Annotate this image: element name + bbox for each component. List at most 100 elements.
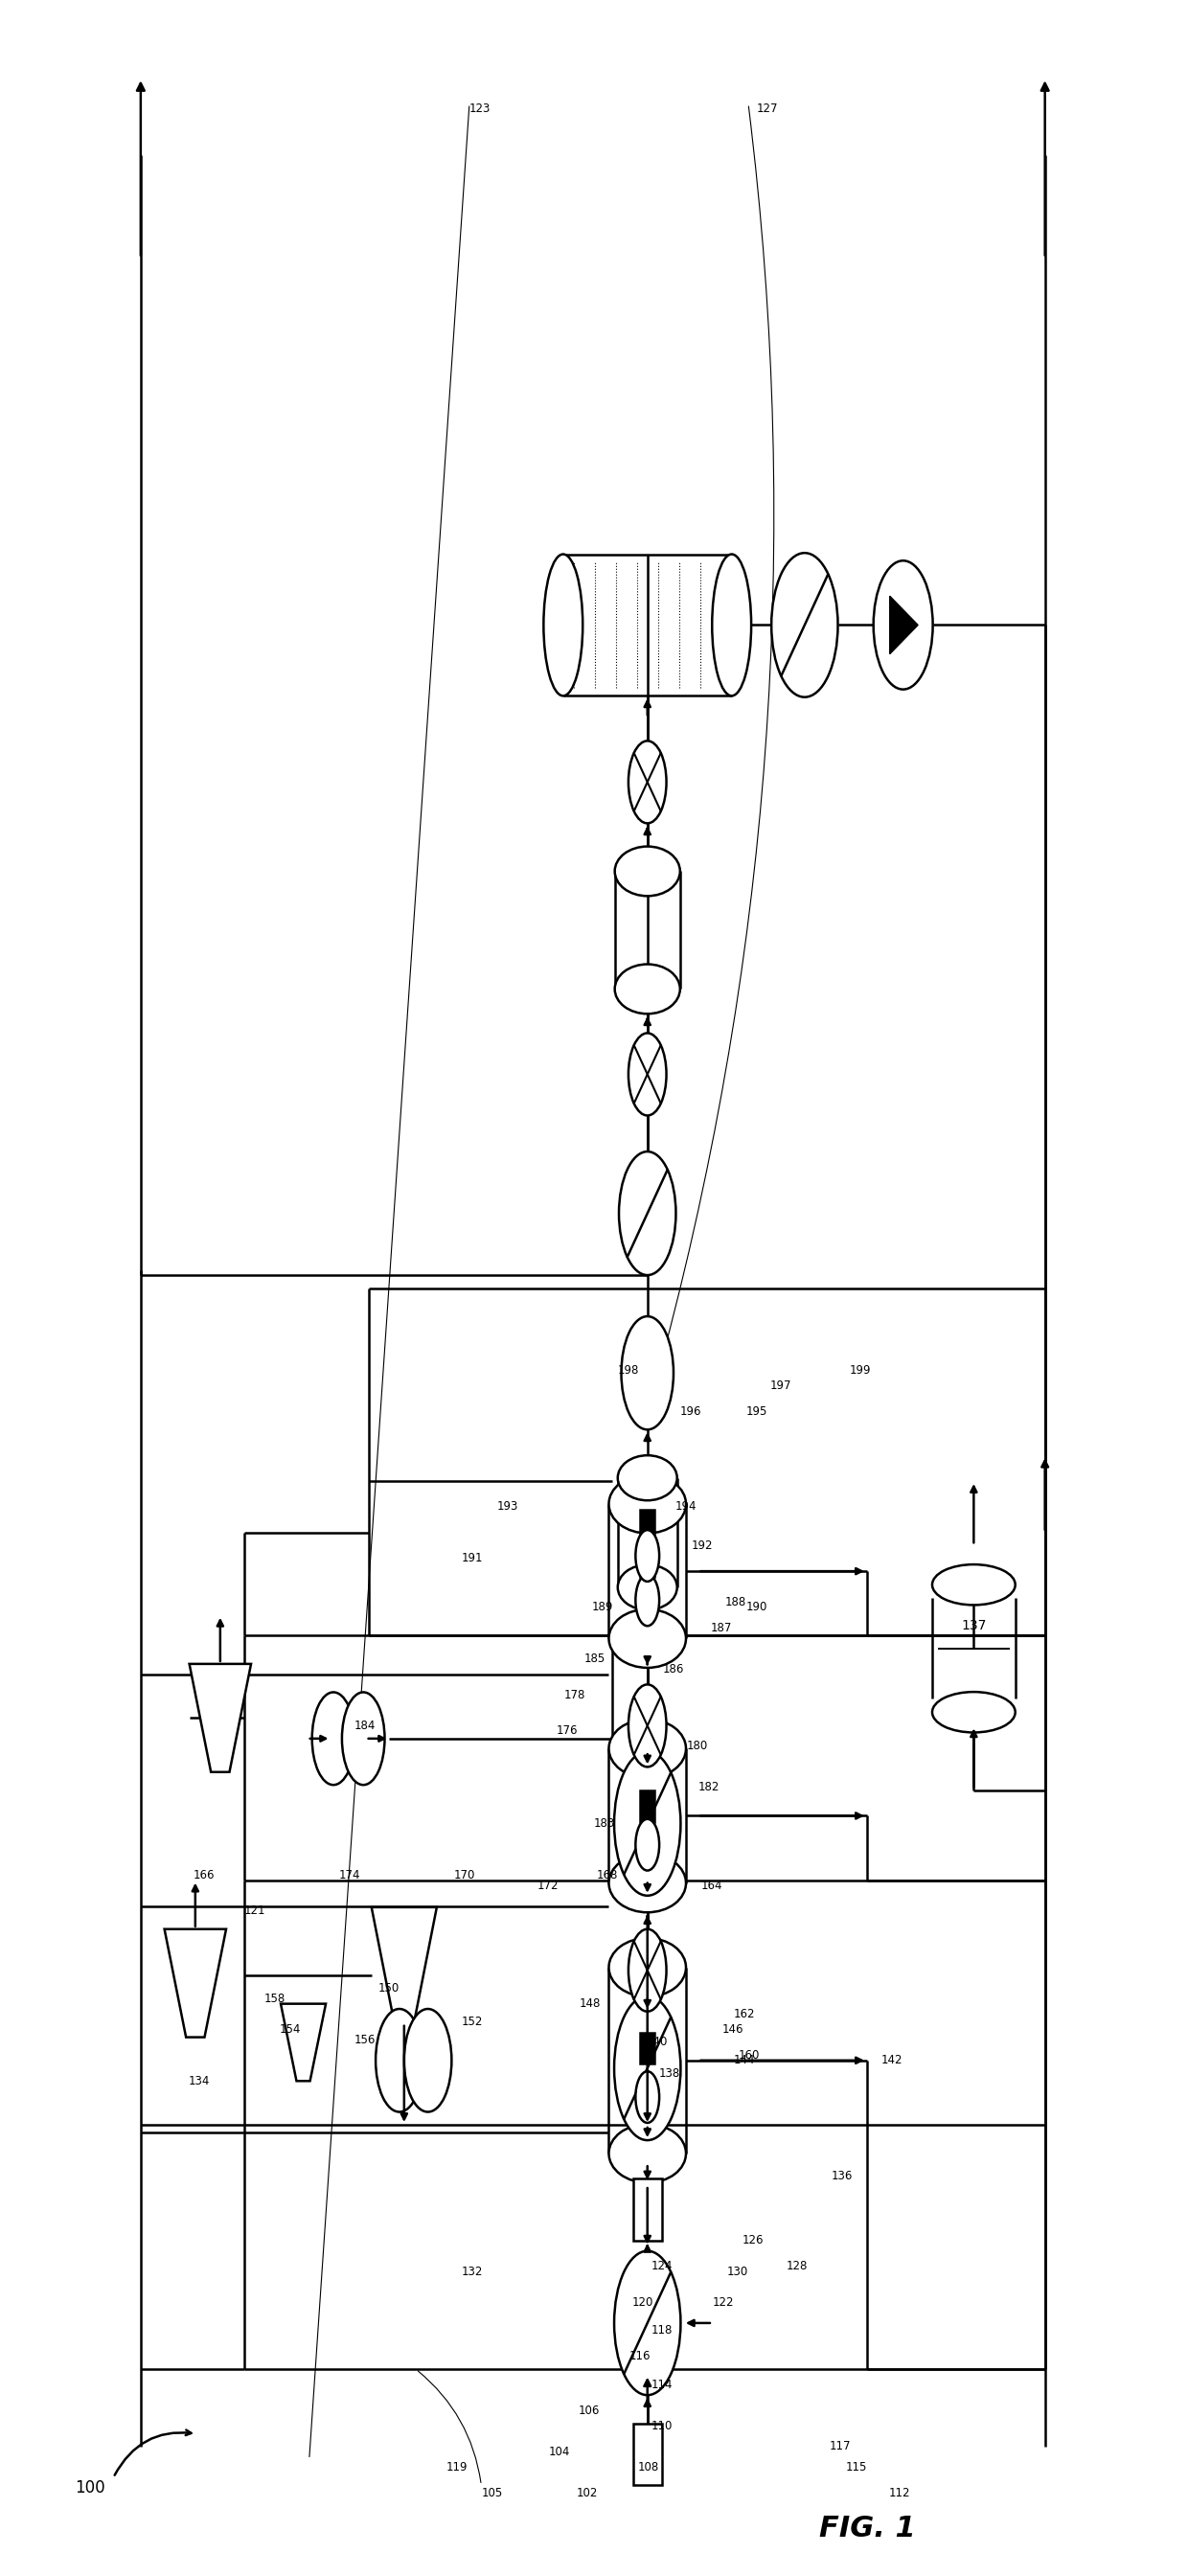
Ellipse shape [608, 1718, 685, 1777]
Ellipse shape [712, 554, 751, 696]
Ellipse shape [544, 554, 583, 696]
Text: 117: 117 [829, 2439, 851, 2452]
Bar [633, 2179, 662, 2241]
Ellipse shape [608, 1937, 685, 1996]
Circle shape [614, 1996, 681, 2141]
Circle shape [614, 2251, 681, 2396]
Text: 108: 108 [638, 2460, 659, 2473]
Text: 121: 121 [244, 1904, 265, 1917]
Ellipse shape [614, 848, 680, 896]
Text: 164: 164 [701, 1878, 722, 1891]
Circle shape [614, 1752, 681, 1896]
Text: 150: 150 [378, 1981, 399, 1994]
Text: 138: 138 [659, 2066, 681, 2079]
Text: 176: 176 [556, 1723, 577, 1736]
Text: 112: 112 [889, 2486, 910, 2499]
Ellipse shape [608, 2125, 685, 2182]
Text: 158: 158 [264, 1991, 285, 2004]
Text: 148: 148 [580, 1996, 601, 2009]
Text: 192: 192 [691, 1540, 713, 1551]
Text: 186: 186 [663, 1664, 684, 1674]
Text: 156: 156 [354, 2032, 375, 2045]
Polygon shape [372, 1906, 437, 2022]
Text: 178: 178 [564, 1690, 586, 1700]
Text: 185: 185 [584, 1654, 606, 1664]
Text: 144: 144 [734, 2053, 756, 2066]
Ellipse shape [608, 1855, 685, 1911]
Text: 182: 182 [699, 1780, 720, 1793]
Bar [640, 1546, 655, 1577]
Text: 191: 191 [461, 1553, 482, 1564]
Circle shape [342, 1692, 385, 1785]
Text: 193: 193 [497, 1502, 518, 1512]
Polygon shape [890, 595, 918, 654]
Text: 162: 162 [734, 2007, 756, 2020]
Text: 195: 195 [746, 1406, 767, 1417]
Circle shape [636, 1530, 659, 1582]
Circle shape [628, 1929, 666, 2012]
Circle shape [628, 1685, 666, 1767]
Text: 134: 134 [188, 2074, 209, 2087]
Text: 100: 100 [75, 2478, 105, 2496]
Text: 152: 152 [461, 2014, 482, 2027]
Text: 124: 124 [651, 2259, 672, 2272]
Text: 190: 190 [746, 1602, 767, 1613]
Circle shape [621, 1316, 674, 1430]
Text: 137: 137 [961, 1618, 986, 1633]
Text: 154: 154 [279, 2022, 301, 2035]
Polygon shape [189, 1664, 251, 1772]
Text: 110: 110 [651, 2419, 672, 2432]
Circle shape [628, 742, 666, 824]
Ellipse shape [618, 1564, 677, 1610]
Text: 189: 189 [592, 1602, 613, 1613]
Circle shape [628, 1033, 666, 1115]
Text: 170: 170 [454, 1868, 475, 1880]
Text: 199: 199 [849, 1365, 871, 1376]
Text: 115: 115 [846, 2460, 867, 2473]
Text: 142: 142 [881, 2053, 903, 2066]
Text: 104: 104 [549, 2445, 570, 2458]
Circle shape [404, 2009, 451, 2112]
Text: 119: 119 [446, 2460, 467, 2473]
Text: 146: 146 [722, 2022, 744, 2035]
Text: 136: 136 [832, 2169, 853, 2182]
Ellipse shape [618, 1455, 677, 1499]
Circle shape [636, 2071, 659, 2123]
Text: 102: 102 [576, 2486, 598, 2499]
Circle shape [636, 1574, 659, 1625]
Bar [633, 2424, 662, 2486]
Bar [640, 1790, 655, 1821]
Text: 132: 132 [461, 2264, 482, 2277]
Text: 184: 184 [354, 1718, 375, 1731]
Circle shape [873, 562, 933, 690]
Ellipse shape [614, 963, 680, 1015]
Text: 174: 174 [339, 1868, 360, 1880]
Ellipse shape [933, 1564, 1016, 1605]
Text: 183: 183 [594, 1816, 615, 1829]
Circle shape [312, 1692, 355, 1785]
Circle shape [771, 554, 838, 698]
Text: 106: 106 [579, 2403, 600, 2416]
Text: FIG. 1: FIG. 1 [819, 2514, 915, 2543]
Text: 168: 168 [596, 1868, 618, 1880]
Text: 114: 114 [651, 2378, 672, 2391]
Text: 197: 197 [770, 1381, 791, 1391]
Text: 198: 198 [618, 1365, 639, 1376]
Text: 128: 128 [786, 2259, 808, 2272]
Text: 187: 187 [710, 1623, 732, 1633]
Polygon shape [164, 1929, 226, 2038]
Text: 194: 194 [675, 1502, 696, 1512]
Text: 116: 116 [630, 2349, 651, 2362]
Text: 122: 122 [713, 2295, 734, 2308]
Text: 120: 120 [632, 2295, 653, 2308]
Bar [640, 2032, 655, 2063]
Text: 188: 188 [725, 1597, 746, 1607]
Ellipse shape [933, 1692, 1016, 1734]
Text: 126: 126 [742, 2233, 764, 2246]
Polygon shape [280, 2004, 326, 2081]
Text: 180: 180 [687, 1739, 708, 1752]
Text: 140: 140 [646, 2035, 668, 2048]
Text: 130: 130 [727, 2264, 748, 2277]
Text: 160: 160 [739, 2048, 760, 2061]
Text: 123: 123 [469, 103, 491, 116]
